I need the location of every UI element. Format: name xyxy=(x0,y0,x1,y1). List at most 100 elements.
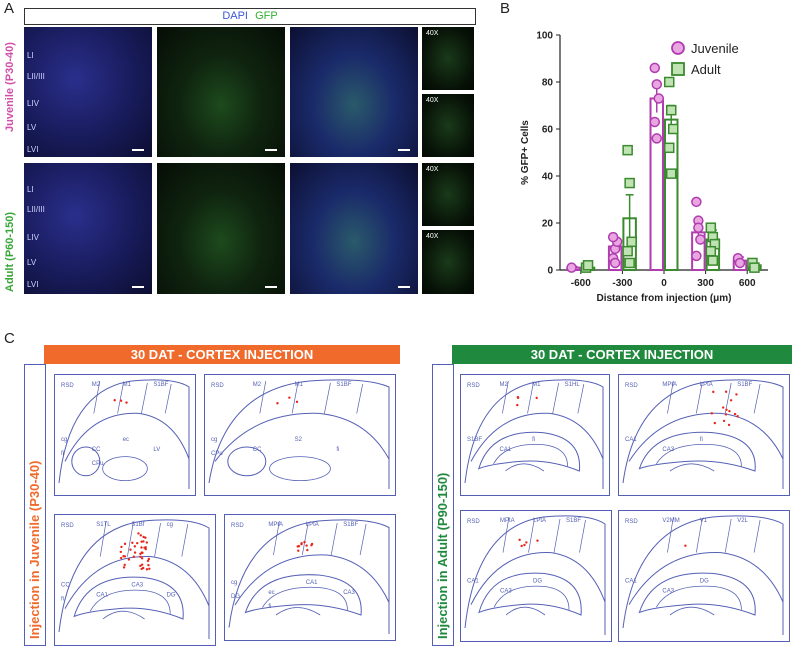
atlas-region-label: LV xyxy=(153,447,160,453)
panel-letter-b: B xyxy=(500,0,511,17)
ca-field xyxy=(493,585,570,610)
hippocampus-outline xyxy=(478,572,582,616)
atlas-drawing: RSD S1TL S1Bf cg CC CA1 CA3 DG fi xyxy=(58,519,210,639)
atlas-region-label: S1BF xyxy=(737,382,752,388)
layer-label: LI xyxy=(27,185,34,194)
labeled-cell xyxy=(139,564,142,568)
atlas-region-label: ec xyxy=(268,590,274,596)
layer-label: LIV xyxy=(27,233,40,242)
area-boundary xyxy=(117,381,124,414)
striatum xyxy=(102,456,148,481)
atlas-region-label: fi xyxy=(268,604,271,610)
labeled-cell xyxy=(727,423,731,427)
labeled-cell xyxy=(146,559,150,563)
atlas-drawing: RSD MPtA LPtA S1BF CA1 CA3 fi xyxy=(622,379,784,489)
labeled-cell xyxy=(525,541,528,544)
atlas-region-label: cg xyxy=(61,437,67,443)
y-tick-label: 0 xyxy=(547,266,553,277)
labeled-cell xyxy=(305,544,308,547)
labeled-cell xyxy=(120,545,123,549)
white-matter-line xyxy=(64,556,210,609)
labeled-cell xyxy=(724,413,728,416)
atlas-drawing: RSD MPtA LPtA S1BF CA1 CA3 DG xyxy=(464,515,606,635)
labeled-cell xyxy=(306,548,309,552)
y-tick-label: 40 xyxy=(542,172,554,183)
atlas-region-label: S1BF xyxy=(566,518,581,524)
atlas-region-label: LPtA xyxy=(533,518,546,524)
labeled-cell xyxy=(141,551,144,555)
atlas-drawing: RSD MPtA LPtA S1BF cg ec CA1 CA3 DG fi xyxy=(228,519,390,634)
ca-field xyxy=(262,586,348,611)
labeled-cell xyxy=(710,412,714,415)
x-tick-label: -600 xyxy=(571,278,591,289)
atlas-region-label: CA1 xyxy=(625,579,637,585)
data-point-juvenile xyxy=(653,93,665,104)
layer-label: LV xyxy=(27,123,37,132)
dentate-gyrus xyxy=(102,610,145,620)
atlas-region-label: CA3 xyxy=(500,589,512,595)
dentate-gyrus xyxy=(505,463,545,472)
layer-label: LV xyxy=(27,258,37,267)
labeled-cell xyxy=(119,399,123,402)
micrograph-juvenile-dapi: LI LII/III LIV LV LVI xyxy=(24,27,152,157)
white-matter-line xyxy=(628,412,784,462)
atlas-region-label: cg xyxy=(211,437,217,443)
micrograph-adult-zoom-2: 40X xyxy=(422,230,474,294)
scale-bar xyxy=(132,149,144,151)
area-boundary xyxy=(528,517,535,553)
atlas-region-label: CA1 xyxy=(500,447,512,453)
x-tick-label: 300 xyxy=(697,278,714,289)
atlas-region-label: V2L xyxy=(737,518,748,524)
area-boundary xyxy=(695,517,703,553)
atlas-region-label: DG xyxy=(700,579,709,585)
labeled-cell xyxy=(297,549,300,552)
atlas-region-label: M1 xyxy=(295,382,304,388)
labeled-cell xyxy=(122,566,126,569)
micrograph-juvenile-gfp xyxy=(157,27,285,157)
area-boundary xyxy=(502,516,510,553)
x-tick-label: -300 xyxy=(612,278,632,289)
atlas-region-label: CC xyxy=(253,447,262,453)
labeled-cell xyxy=(725,408,728,411)
labeled-cell xyxy=(728,409,731,413)
panel-letter-a: A xyxy=(4,0,15,17)
data-point-juvenile xyxy=(695,234,706,245)
data-point-adult xyxy=(622,245,633,257)
labeled-cell xyxy=(535,396,538,400)
labeled-cell xyxy=(713,421,717,425)
atlas-region-label: CA1 xyxy=(625,437,637,443)
labeled-cell xyxy=(140,540,143,543)
dentate-gyrus xyxy=(505,606,546,616)
atlas-region-label: S1BF xyxy=(336,382,351,388)
layer-label: LVI xyxy=(27,280,39,289)
atlas-region-label: LPtA xyxy=(700,382,713,388)
layer-label: LVI xyxy=(27,145,39,154)
area-boundary xyxy=(324,382,331,414)
banner-left: 30 DAT - CORTEX INJECTION xyxy=(44,345,400,364)
atlas-region-label: CA3 xyxy=(343,590,355,596)
atlas-region-label: RSD xyxy=(467,519,480,525)
data-point-juvenile xyxy=(649,116,661,128)
area-boundary xyxy=(356,383,364,414)
labeled-cell xyxy=(140,563,144,566)
ca-field xyxy=(656,585,742,610)
atlas-region-label: MPtA xyxy=(268,522,283,528)
atlas-region-label: CA3 xyxy=(131,583,143,589)
area-boundary xyxy=(273,520,280,556)
labeled-cell xyxy=(145,541,149,544)
labeled-cell xyxy=(721,406,725,409)
labeled-cell xyxy=(722,419,726,423)
micrograph-adult-gfp xyxy=(157,163,285,294)
x-axis-label: Distance from injection (μm) xyxy=(596,293,731,304)
data-point-juvenile xyxy=(607,231,619,243)
area-boundary xyxy=(724,518,732,553)
area-boundary xyxy=(359,523,367,556)
white-matter-line xyxy=(214,412,390,462)
atlas-region-label: RSD xyxy=(231,523,244,529)
cortex-outline xyxy=(208,379,390,489)
zoom-label: 40X xyxy=(426,30,439,37)
area-boundary xyxy=(667,516,674,553)
legend-marker xyxy=(671,62,685,76)
row-label-juvenile: Juvenile (P30-40) xyxy=(4,42,16,132)
atlas-region-label: V2MM xyxy=(662,518,679,524)
